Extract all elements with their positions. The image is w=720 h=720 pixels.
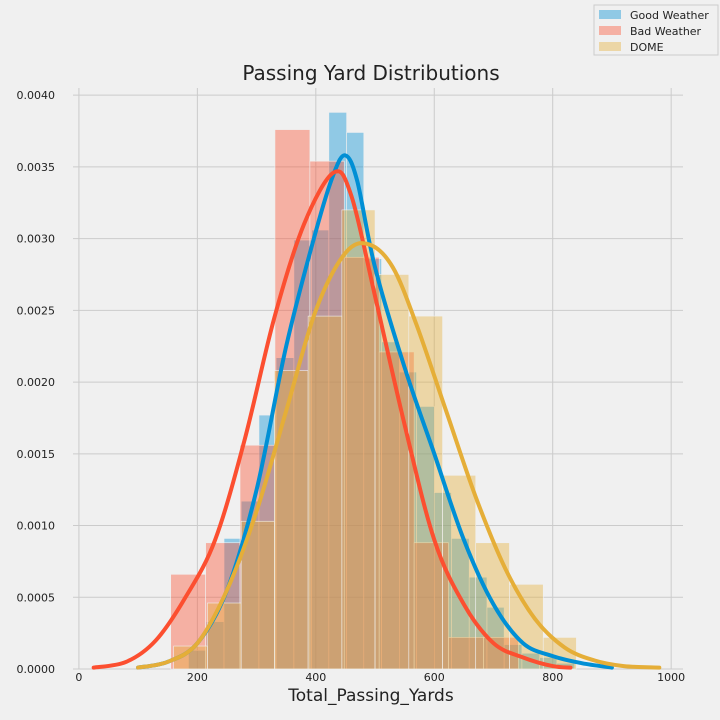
histogram-bar xyxy=(309,160,345,670)
histogram-bar xyxy=(378,351,415,670)
kde-line xyxy=(91,169,573,670)
histogram-bar xyxy=(408,315,443,670)
legend-swatch xyxy=(599,10,621,19)
legend-swatch xyxy=(599,26,621,35)
y-tick-label: 0.0005 xyxy=(17,591,56,604)
legend-box xyxy=(593,4,719,56)
histogram-bar xyxy=(307,315,343,670)
histogram-bar xyxy=(207,602,242,670)
x-axis-label: Total_Passing_Yards xyxy=(287,686,454,706)
y-tick-label: 0.0010 xyxy=(17,520,56,533)
chart-title: Passing Yard Distributions xyxy=(242,61,499,85)
legend-swatch xyxy=(599,42,621,51)
y-axis-ticks: 0.0000 0.0005 0.0010 0.0015 0.0020 0.0025 0.00… xyxy=(17,89,56,676)
y-tick-label: 0.0020 xyxy=(17,376,56,389)
y-tick-label: 0.0040 xyxy=(17,89,56,102)
histogram-bar xyxy=(343,256,380,670)
histogram-bar xyxy=(374,274,410,670)
x-axis-ticks: 0 200 400 600 800 1000 xyxy=(75,671,685,684)
histogram-bar xyxy=(448,637,484,670)
histogram-bar xyxy=(341,209,376,670)
y-tick-label: 0.0035 xyxy=(17,161,56,174)
legend: Good Weather Bad Weather DOME xyxy=(593,4,719,56)
y-tick-label: 0.0015 xyxy=(17,448,56,461)
legend-label: Good Weather xyxy=(630,9,709,22)
y-tick-label: 0.0030 xyxy=(17,233,56,246)
x-tick-label: 0 xyxy=(75,671,82,684)
histogram-bar xyxy=(274,370,309,670)
y-tick-label: 0.0025 xyxy=(17,304,56,317)
x-tick-label: 200 xyxy=(187,671,208,684)
kde-line xyxy=(136,241,662,670)
legend-label: Bad Weather xyxy=(630,25,702,38)
x-tick-label: 400 xyxy=(305,671,326,684)
x-tick-label: 800 xyxy=(542,671,563,684)
x-tick-label: 600 xyxy=(424,671,445,684)
legend-label: DOME xyxy=(630,41,664,54)
x-tick-label: 1000 xyxy=(657,671,685,684)
y-tick-label: 0.0000 xyxy=(17,663,56,676)
grid xyxy=(73,88,683,670)
histogram-bars xyxy=(170,112,577,670)
kde-curves xyxy=(91,153,662,670)
